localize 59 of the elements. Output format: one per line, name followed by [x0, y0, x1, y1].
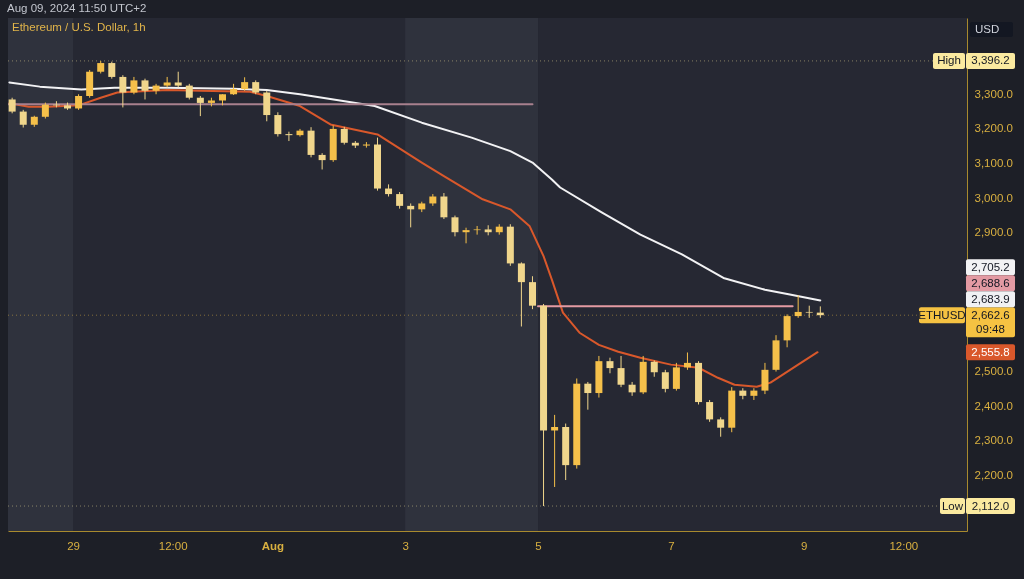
candlestick [628, 381, 636, 397]
candlestick [706, 399, 714, 423]
x-tick-label: Aug [261, 539, 284, 552]
text: 2,683.9 [971, 292, 1010, 305]
y-tick-label: 2,300.0 [974, 434, 1013, 447]
x-tick-label: 5 [535, 539, 542, 552]
y-tick-label: 2,400.0 [974, 399, 1013, 412]
candlestick [761, 362, 769, 395]
candlestick [528, 275, 536, 310]
text: 3,396.2 [971, 54, 1010, 67]
y-tick-label: 3,200.0 [974, 122, 1013, 135]
candlestick [440, 192, 448, 220]
candlestick [805, 305, 813, 319]
y-tick-label: 2,900.0 [974, 226, 1013, 239]
text: 09:48 [976, 322, 1005, 335]
x-tick-label: 12:00 [158, 539, 188, 552]
ref-line-label: ETHUSD [918, 308, 966, 321]
candlestick [163, 76, 171, 88]
candlestick [274, 111, 282, 138]
y-axis-title: USD [975, 23, 1000, 35]
candlestick [263, 90, 271, 122]
candlestick [606, 357, 614, 374]
text: 2,662.6 [971, 308, 1010, 321]
y-tick-label: 3,000.0 [974, 191, 1013, 204]
ref-line-label: High [937, 54, 961, 67]
candlestick [584, 381, 592, 411]
candlestick [285, 131, 293, 142]
line-series [8, 81, 822, 302]
candlestick [794, 294, 802, 319]
candlestick [750, 387, 758, 401]
y-tick-label: 3,300.0 [974, 87, 1013, 100]
text: 2,112.0 [971, 499, 1010, 512]
text: 2,688.6 [971, 276, 1010, 289]
candlestick [141, 78, 149, 100]
y-tick-label: 2,500.0 [974, 365, 1013, 378]
candlestick [473, 225, 481, 236]
candlestick [451, 215, 459, 237]
candlestick [152, 83, 160, 95]
candlestick [196, 95, 204, 117]
candlestick [462, 227, 470, 244]
y-tick-label: 3,100.0 [974, 157, 1013, 170]
chart-title: Ethereum / U.S. Dollar, 1h [12, 21, 146, 33]
x-tick-label: 29 [67, 539, 80, 552]
candlestick [672, 362, 680, 392]
candlestick [717, 416, 725, 438]
ref-line-label: Low [941, 499, 964, 512]
x-tick-label: 3 [402, 539, 409, 552]
text: 2,555.8 [971, 345, 1010, 358]
x-tick-label: 7 [668, 539, 675, 552]
y-tick-label: 2,200.0 [974, 469, 1013, 482]
candlestick [517, 261, 525, 327]
x-tick-label: 9 [801, 539, 808, 552]
candlestick [318, 152, 326, 170]
candlestick [661, 369, 669, 393]
chart-subtitle: Aug 09, 2024 11:50 UTC+2 [7, 2, 147, 14]
x-tick-label: 12:00 [889, 539, 919, 552]
candlestick [617, 355, 625, 388]
text: 2,705.2 [971, 260, 1010, 273]
candlestick [119, 74, 127, 108]
